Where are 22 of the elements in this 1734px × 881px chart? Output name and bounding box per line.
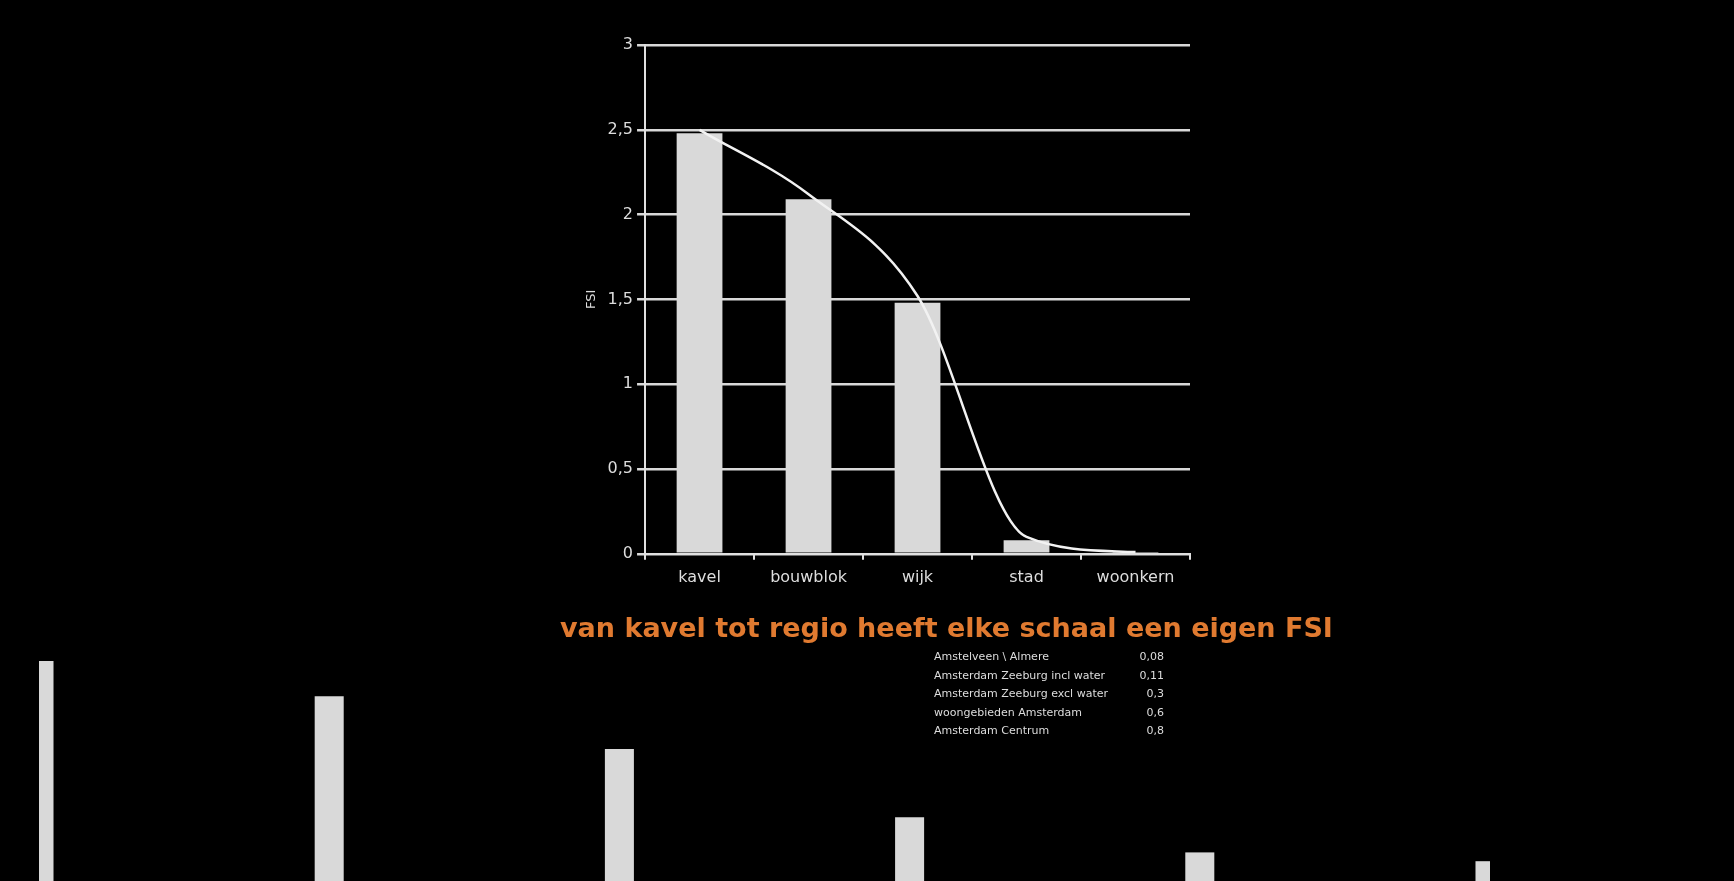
text: Amsterdam Centrum 0,8	[934, 724, 1164, 737]
bar	[895, 817, 925, 881]
x-tick-label: woonkern	[1096, 566, 1175, 586]
y-tick-label: 2	[622, 203, 634, 223]
y-axis-title: FSI	[583, 289, 599, 310]
text: Amsterdam Zeeburg excl water 0,3	[934, 687, 1164, 700]
y-tick-label: 3	[622, 34, 634, 54]
y-tick-label: 0,5	[607, 458, 634, 478]
x-tick-label: bouwblok	[770, 566, 848, 586]
x-tick-label: kavel	[678, 566, 721, 586]
y-tick-label: 1,5	[607, 288, 634, 308]
y-tick-label: 2,5	[607, 118, 634, 138]
line-series	[698, 128, 1137, 554]
bar	[604, 749, 634, 881]
text: woongebieden Amsterdam 0,6	[934, 705, 1164, 719]
x-tick-label: wijk	[901, 566, 934, 586]
text: Amstelveen \ Almere 0,08	[934, 650, 1164, 663]
y-tick-label: 1	[622, 373, 634, 393]
text: Amsterdam Zeeburg incl water 0,11	[934, 668, 1164, 682]
x-tick-label: stad	[1009, 566, 1044, 586]
text: van kavel tot regio heeft elke schaal een eigen FSI	[560, 612, 1333, 643]
y-tick-label: 0	[622, 542, 634, 562]
